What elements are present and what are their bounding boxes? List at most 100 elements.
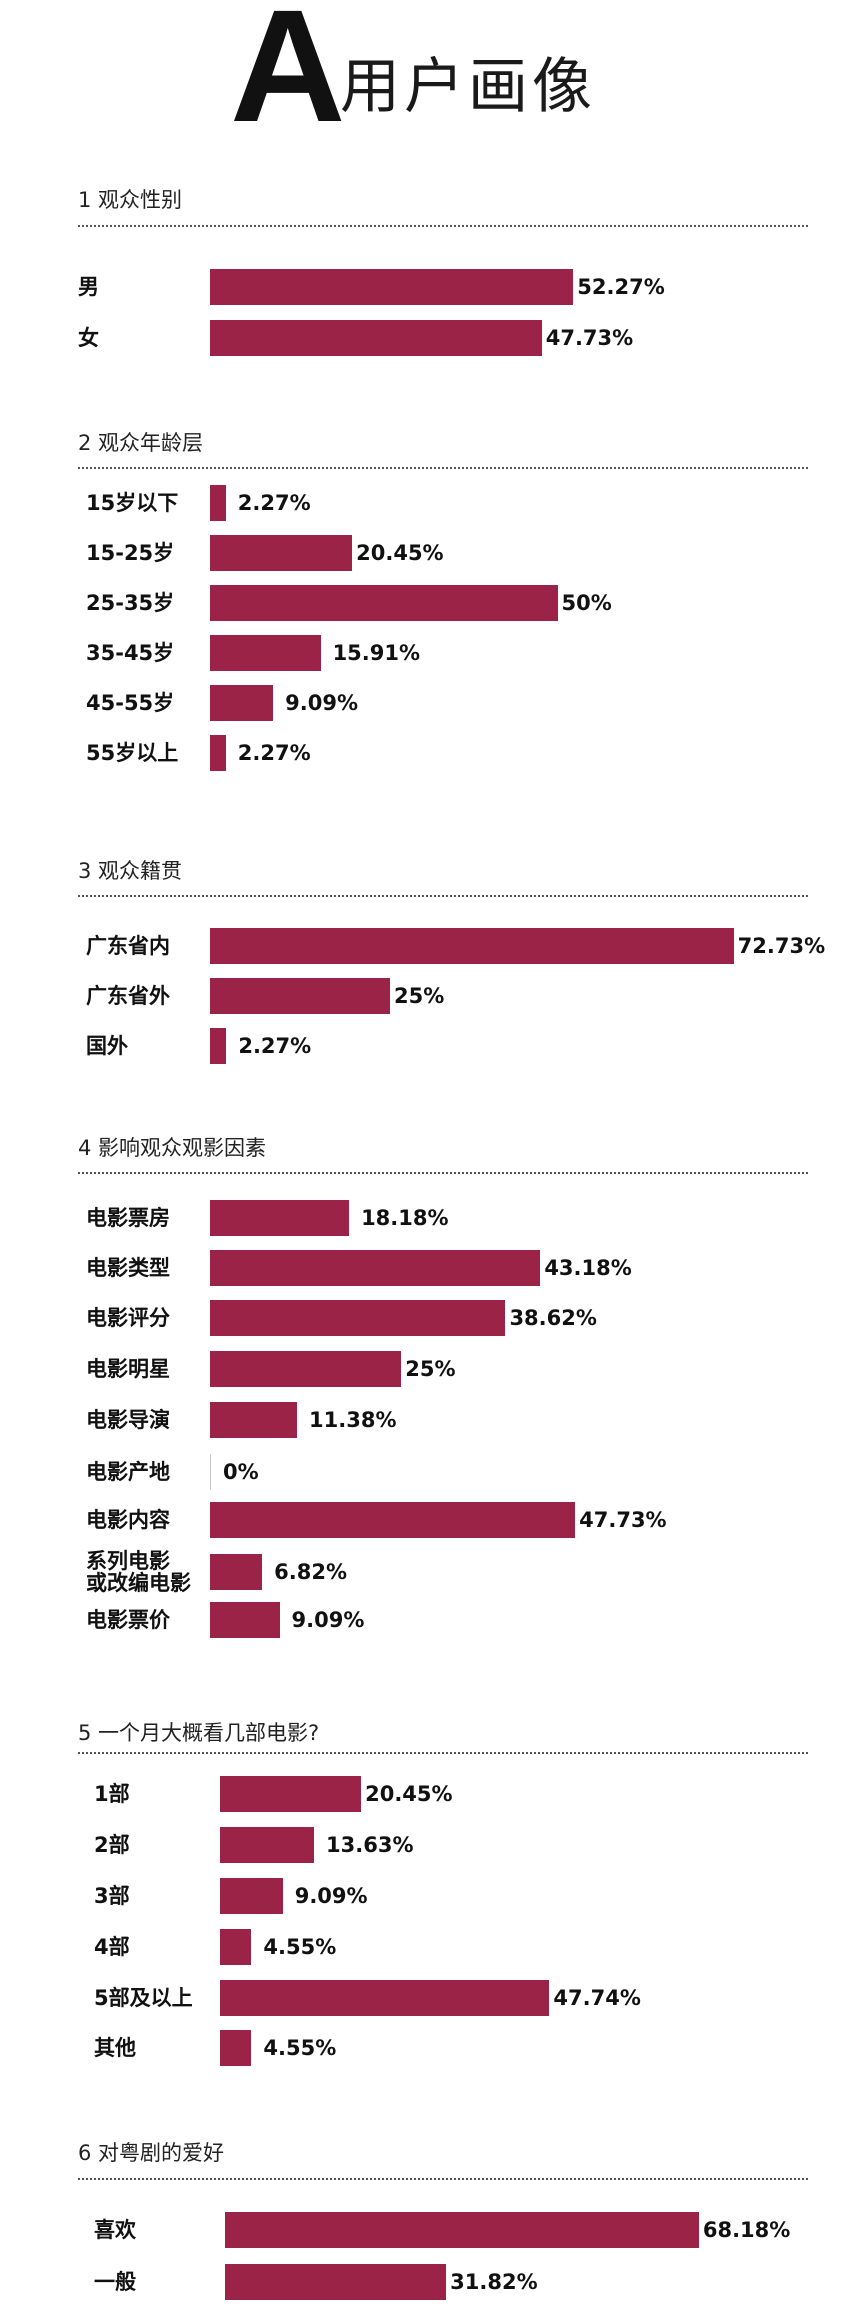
value-label: 2.27% bbox=[237, 741, 311, 765]
category-label: 喜欢 bbox=[94, 2218, 136, 2242]
category-label: 3部 bbox=[94, 1884, 130, 1908]
category-label: 电影票房 bbox=[86, 1206, 170, 1230]
category-label: 男 bbox=[78, 275, 99, 299]
value-label: 6.82% bbox=[274, 1560, 348, 1584]
category-label: 55岁以上 bbox=[86, 741, 179, 765]
bar bbox=[210, 1028, 227, 1064]
category-label: 系列电影 或改编电影 bbox=[86, 1550, 191, 1594]
bar bbox=[210, 1351, 402, 1387]
category-label: 一般 bbox=[94, 2270, 136, 2294]
chart-title: 6 对粤剧的爱好 bbox=[78, 2141, 225, 2165]
category-label: 国外 bbox=[86, 1034, 128, 1058]
category-label: 45-55岁 bbox=[86, 691, 175, 715]
value-label: 72.73% bbox=[737, 934, 826, 958]
bar bbox=[220, 1776, 362, 1812]
chart-title: 3 观众籍贯 bbox=[78, 859, 183, 883]
value-label: 47.73% bbox=[545, 326, 634, 350]
page-title: A 用户画像 bbox=[0, 0, 865, 146]
value-label: 20.45% bbox=[365, 1782, 453, 1806]
chart-title: 2 观众年龄层 bbox=[78, 431, 204, 455]
section-divider bbox=[78, 895, 808, 897]
section-divider bbox=[78, 2178, 808, 2180]
value-label: 25% bbox=[394, 984, 445, 1008]
bar bbox=[220, 1827, 315, 1863]
value-label: 9.09% bbox=[285, 691, 359, 715]
bar bbox=[210, 1454, 211, 1490]
chart-title: 1 观众性别 bbox=[78, 188, 183, 212]
bar bbox=[210, 1502, 576, 1538]
value-label: 20.45% bbox=[356, 541, 444, 565]
category-label: 1部 bbox=[94, 1782, 130, 1806]
value-label: 2.27% bbox=[238, 1034, 312, 1058]
value-label: 43.18% bbox=[544, 1256, 632, 1280]
value-label: 47.74% bbox=[553, 1986, 641, 2010]
bar bbox=[210, 585, 558, 621]
bar bbox=[210, 485, 226, 521]
title-letter: A bbox=[230, 0, 346, 155]
category-label: 35-45岁 bbox=[86, 641, 175, 665]
value-label: 4.55% bbox=[263, 1935, 337, 1959]
value-label: 13.63% bbox=[326, 1833, 414, 1857]
bar bbox=[225, 2264, 447, 2300]
category-label: 电影票价 bbox=[86, 1608, 170, 1632]
bar bbox=[210, 685, 274, 721]
value-label: 31.82% bbox=[450, 2270, 538, 2294]
bar bbox=[210, 928, 734, 964]
bar bbox=[210, 320, 542, 356]
value-label: 18.18% bbox=[361, 1206, 449, 1230]
value-label: 47.73% bbox=[579, 1508, 667, 1532]
category-label: 女 bbox=[78, 326, 99, 350]
category-label: 广东省外 bbox=[86, 984, 170, 1008]
bar bbox=[220, 1980, 550, 2016]
value-label: 68.18% bbox=[702, 2218, 791, 2242]
bar bbox=[220, 1878, 283, 1914]
category-label: 广东省内 bbox=[86, 934, 170, 958]
category-label: 4部 bbox=[94, 1935, 130, 1959]
section-divider bbox=[78, 1752, 808, 1754]
chart-title: 5 一个月大概看几部电影? bbox=[78, 1721, 320, 1745]
category-label-line: 系列电影 bbox=[86, 1549, 170, 1573]
section-divider bbox=[78, 1172, 808, 1174]
value-label: 0% bbox=[223, 1460, 259, 1484]
category-label: 电影产地 bbox=[86, 1460, 170, 1484]
bar bbox=[210, 535, 353, 571]
bar bbox=[225, 2212, 699, 2248]
bar bbox=[210, 269, 574, 305]
bar bbox=[210, 978, 390, 1014]
bar bbox=[210, 1554, 263, 1590]
bar bbox=[210, 735, 226, 771]
value-label: 4.55% bbox=[263, 2036, 337, 2060]
category-label: 电影内容 bbox=[86, 1508, 170, 1532]
category-label: 电影评分 bbox=[86, 1306, 170, 1330]
category-label: 15岁以下 bbox=[86, 491, 179, 515]
value-label: 11.38% bbox=[309, 1408, 397, 1432]
category-label-line: 或改编电影 bbox=[86, 1571, 191, 1595]
bar bbox=[210, 1402, 298, 1438]
category-label: 5部及以上 bbox=[94, 1986, 193, 2010]
category-label: 2部 bbox=[94, 1833, 130, 1857]
bar bbox=[210, 1250, 541, 1286]
value-label: 50% bbox=[561, 591, 612, 615]
bar bbox=[220, 2030, 252, 2066]
value-label: 52.27% bbox=[577, 275, 665, 299]
category-label: 电影明星 bbox=[86, 1357, 170, 1381]
section-divider bbox=[78, 225, 808, 227]
category-label: 电影类型 bbox=[86, 1256, 170, 1280]
category-label: 25-35岁 bbox=[86, 591, 175, 615]
category-label: 其他 bbox=[94, 2036, 136, 2060]
title-text: 用户画像 bbox=[340, 52, 596, 122]
value-label: 9.09% bbox=[294, 1884, 368, 1908]
value-label: 38.62% bbox=[509, 1306, 597, 1330]
value-label: 15.91% bbox=[332, 641, 421, 665]
category-label: 电影导演 bbox=[86, 1408, 170, 1432]
value-label: 9.09% bbox=[291, 1608, 365, 1632]
bar bbox=[210, 1602, 280, 1638]
bar bbox=[210, 635, 321, 671]
bar bbox=[220, 1929, 252, 1965]
section-divider bbox=[78, 467, 808, 469]
bar bbox=[210, 1200, 350, 1236]
value-label: 2.27% bbox=[237, 491, 311, 515]
bar bbox=[210, 1300, 506, 1336]
chart-title: 4 影响观众观影因素 bbox=[78, 1136, 267, 1160]
category-label: 15-25岁 bbox=[86, 541, 175, 565]
